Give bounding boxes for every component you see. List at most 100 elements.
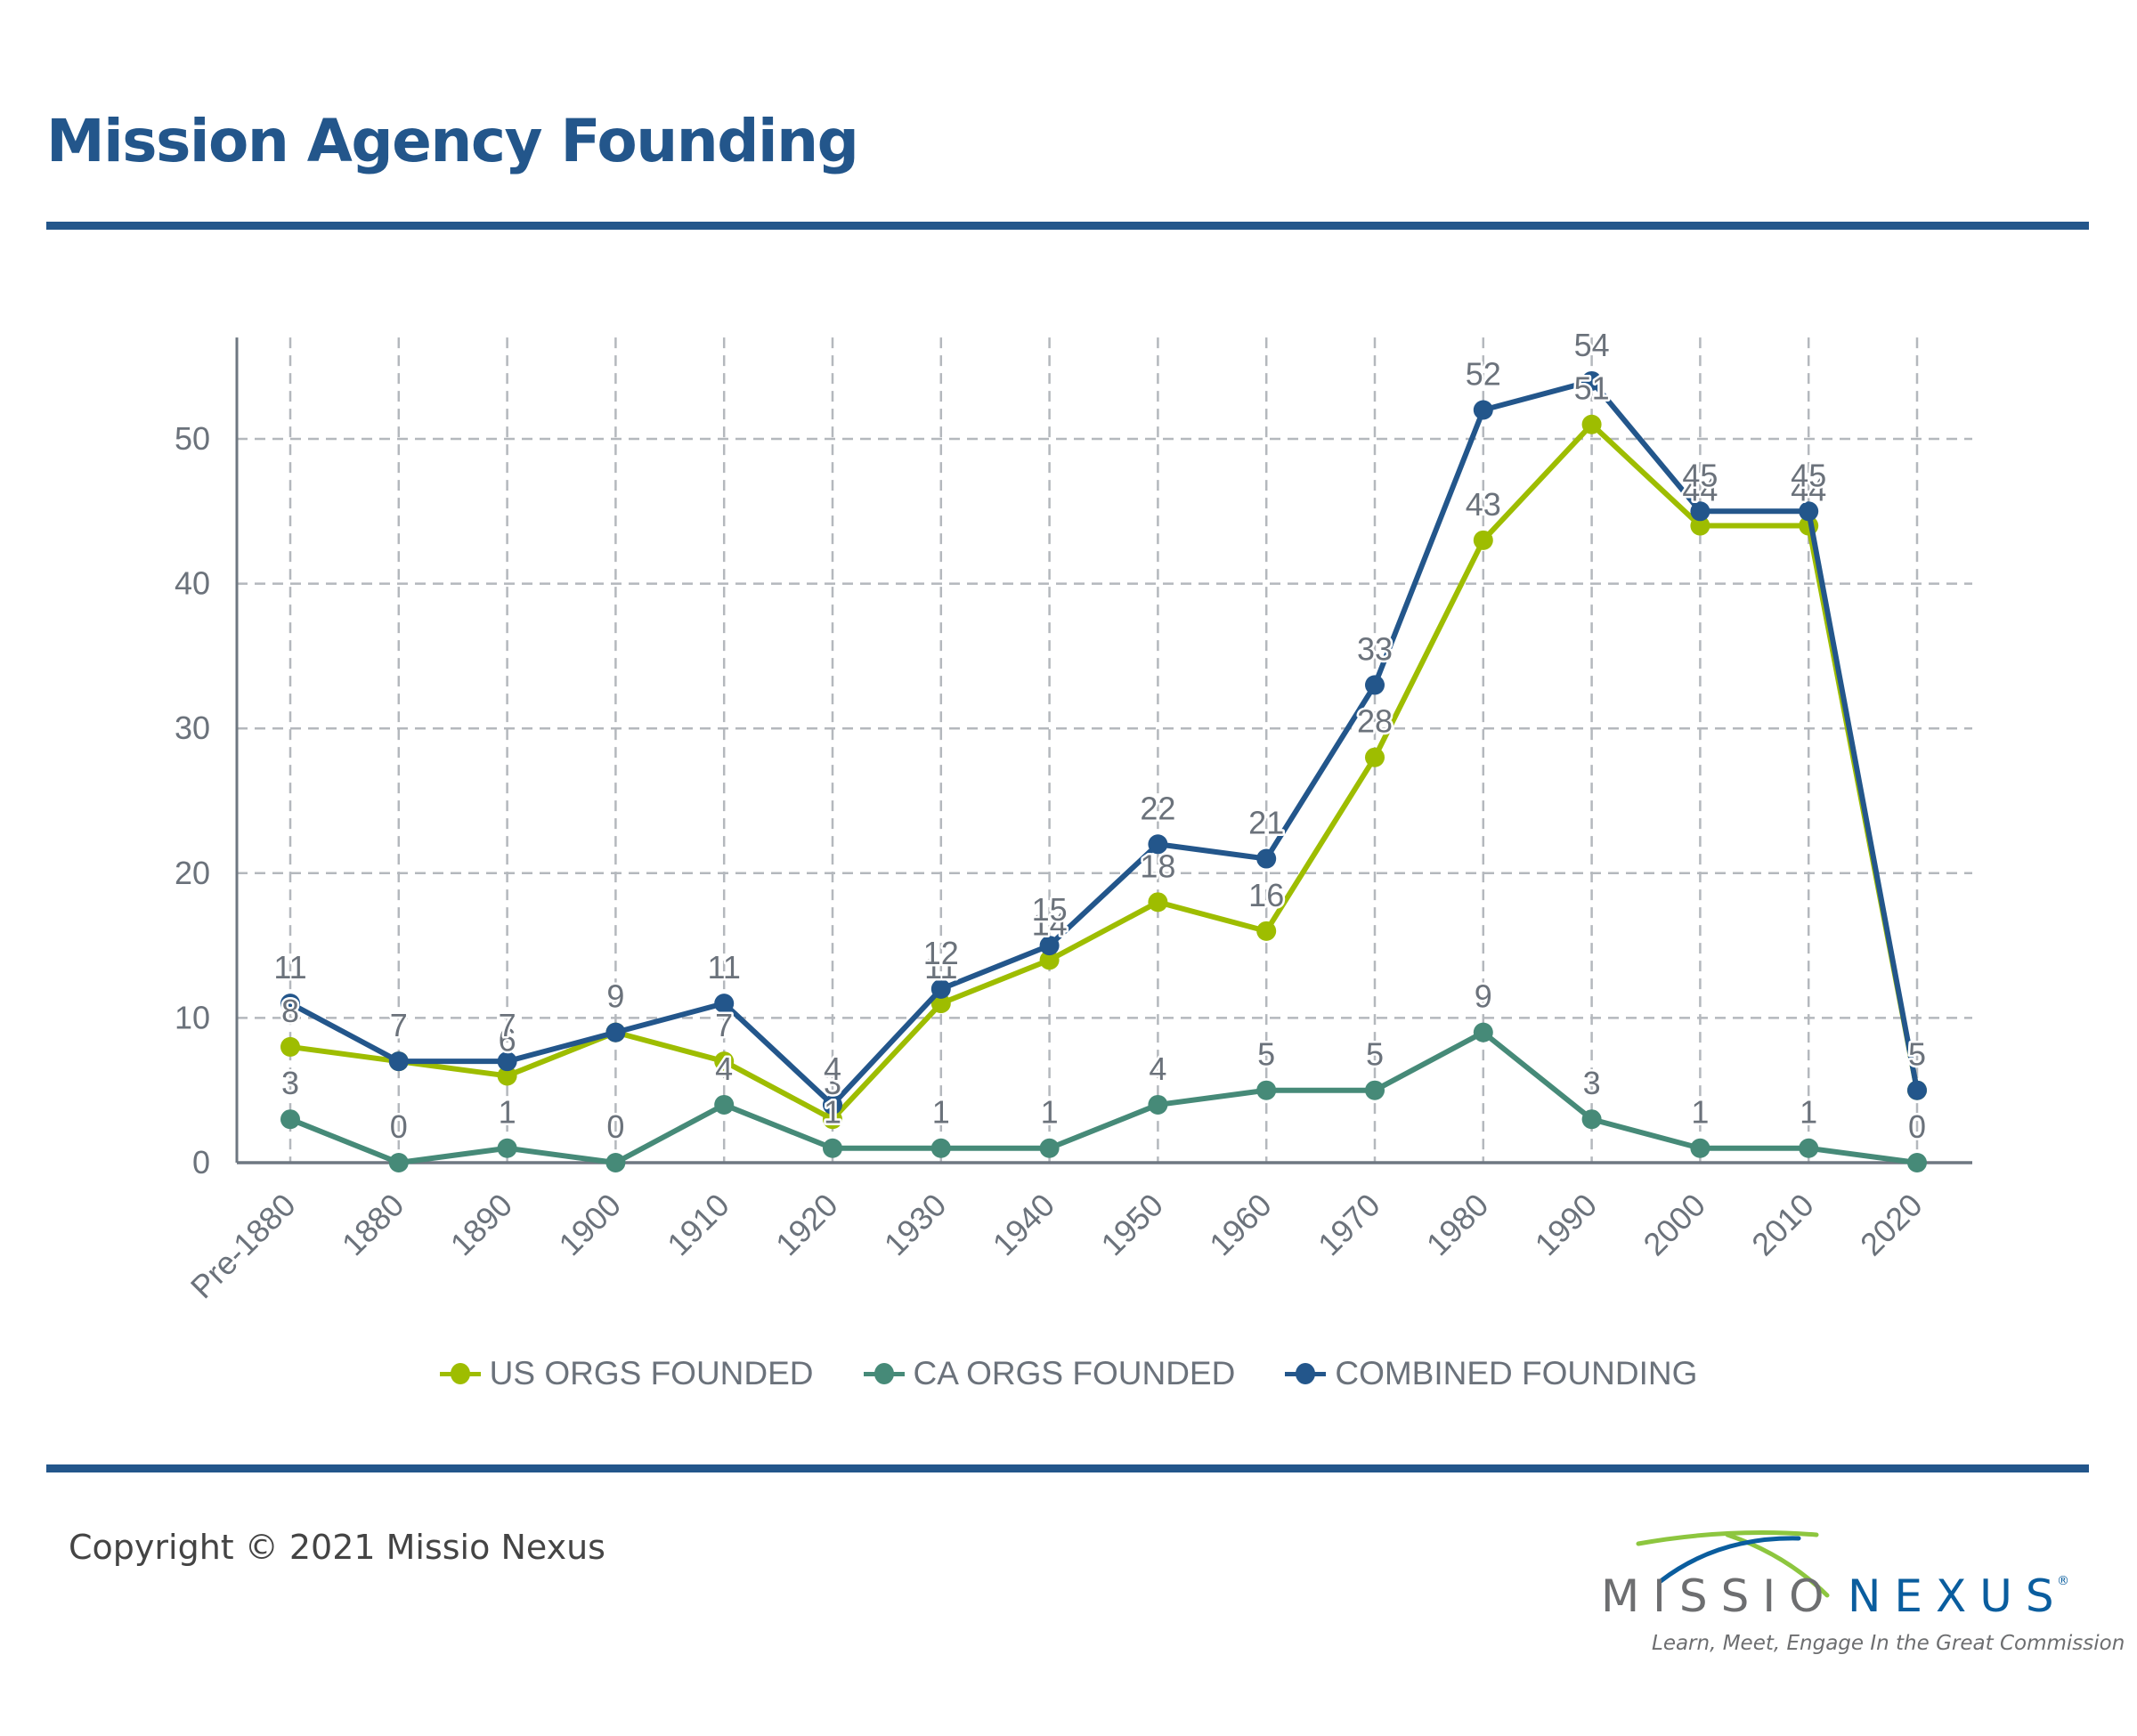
data-label: 54 xyxy=(1574,327,1610,363)
data-point xyxy=(1907,1153,1927,1172)
data-label: 1 xyxy=(1041,1094,1059,1131)
data-label: 14 xyxy=(1032,905,1068,942)
data-point xyxy=(1148,834,1168,855)
data-point xyxy=(388,1153,409,1172)
data-point xyxy=(1148,1094,1168,1115)
data-point xyxy=(1148,892,1168,913)
data-point xyxy=(1039,936,1060,956)
data-point xyxy=(605,1153,626,1172)
data-label: 8 xyxy=(281,993,299,1029)
missio-nexus-logo: MISSIO NEXUS ® Learn, Meet, Engage In th… xyxy=(1594,1521,2125,1663)
data-label: 5 xyxy=(1908,1036,1926,1073)
data-point xyxy=(388,1051,409,1072)
data-label: 1 xyxy=(824,1094,841,1131)
data-point xyxy=(1256,921,1277,941)
data-label: 44 xyxy=(1682,472,1718,508)
data-label: 5 xyxy=(1908,1036,1926,1073)
data-label: 18 xyxy=(1140,848,1175,884)
x-tick-label: 1890 xyxy=(443,1187,520,1263)
data-point xyxy=(1256,848,1277,869)
x-tick-label: 2020 xyxy=(1853,1187,1930,1263)
data-label: 0 xyxy=(390,1108,408,1145)
data-label: 51 xyxy=(1574,370,1610,407)
data-point xyxy=(497,1138,517,1158)
data-label: 0 xyxy=(1908,1108,1926,1145)
x-tick-label: 2000 xyxy=(1636,1187,1712,1263)
x-tick-label: 1930 xyxy=(877,1187,954,1263)
data-label: 21 xyxy=(1248,805,1284,841)
series-ca-orgs-founded xyxy=(280,1022,1927,1172)
x-tick-label: Pre-1880 xyxy=(183,1187,303,1306)
x-tick-label: 1880 xyxy=(335,1187,411,1263)
data-label: 1 xyxy=(1691,1094,1709,1131)
data-point xyxy=(1365,747,1385,767)
x-tick-label: 1950 xyxy=(1093,1187,1170,1263)
data-label: 11 xyxy=(924,949,957,986)
x-tick-label: 1990 xyxy=(1528,1187,1605,1263)
data-point xyxy=(1256,1080,1277,1100)
data-label: 1 xyxy=(1800,1094,1817,1131)
data-label: 3 xyxy=(281,1065,299,1101)
data-label: 9 xyxy=(606,978,624,1015)
data-point xyxy=(823,1109,842,1130)
data-point xyxy=(1365,675,1385,695)
data-point xyxy=(1365,1080,1385,1100)
data-label: 5 xyxy=(1366,1036,1384,1073)
data-point xyxy=(1581,1109,1602,1130)
data-label: 22 xyxy=(1140,790,1175,826)
x-tick-label: 1940 xyxy=(986,1187,1062,1263)
series-line xyxy=(288,377,1920,1107)
legend-item: COMBINED FOUNDING xyxy=(1285,1355,1697,1392)
data-label: 11 xyxy=(708,949,741,986)
data-label: 16 xyxy=(1248,877,1284,913)
registered-mark: ® xyxy=(2057,1574,2069,1588)
data-point xyxy=(1039,1138,1060,1158)
data-label: 6 xyxy=(499,1021,516,1058)
data-label: 4 xyxy=(1149,1051,1166,1087)
x-tick-label: 1980 xyxy=(1419,1187,1496,1263)
data-label: 1 xyxy=(499,1094,516,1131)
y-tick-label: 20 xyxy=(175,855,210,891)
y-tick-label: 0 xyxy=(192,1144,210,1180)
x-tick-label: 1900 xyxy=(551,1187,628,1263)
data-label: 7 xyxy=(715,1007,733,1043)
data-point xyxy=(605,1022,626,1042)
logo-word-nexus: NEXUS xyxy=(1848,1570,2068,1622)
data-point xyxy=(823,1138,842,1158)
data-label: 43 xyxy=(1466,486,1501,523)
data-label: 45 xyxy=(1791,457,1826,493)
data-label: 7 xyxy=(390,1007,408,1043)
data-point xyxy=(1690,515,1710,536)
legend-label: COMBINED FOUNDING xyxy=(1335,1355,1698,1391)
legend-label: US ORGS FOUNDED xyxy=(489,1355,814,1391)
y-tick-label: 50 xyxy=(175,420,210,457)
series-line xyxy=(289,421,1920,1123)
data-point xyxy=(1799,1138,1819,1158)
logo-word-missio: MISSIO xyxy=(1601,1570,1838,1622)
data-point xyxy=(497,1066,517,1086)
bottom-divider xyxy=(46,1464,2089,1472)
data-point xyxy=(1039,950,1060,970)
data-label: 9 xyxy=(606,978,624,1015)
x-tick-label: 2010 xyxy=(1744,1187,1821,1263)
data-label: 11 xyxy=(273,949,306,986)
legend-marker-icon xyxy=(439,1363,481,1384)
data-point xyxy=(714,994,735,1014)
y-tick-label: 10 xyxy=(175,999,210,1035)
data-label: 4 xyxy=(715,1051,733,1087)
series-lines xyxy=(280,370,1927,1172)
data-label: 33 xyxy=(1357,630,1393,667)
data-label: 7 xyxy=(499,1007,516,1043)
data-point xyxy=(1799,501,1819,522)
page-title: Mission Agency Founding xyxy=(46,107,859,175)
data-point xyxy=(1581,414,1602,434)
data-label: 0 xyxy=(606,1108,624,1145)
data-point xyxy=(930,994,951,1014)
data-point xyxy=(1473,400,1493,420)
data-point xyxy=(930,978,951,999)
legend-marker-icon xyxy=(1285,1363,1327,1384)
data-point xyxy=(280,1109,300,1130)
data-point xyxy=(497,1051,517,1072)
data-label: 3 xyxy=(1583,1065,1601,1101)
